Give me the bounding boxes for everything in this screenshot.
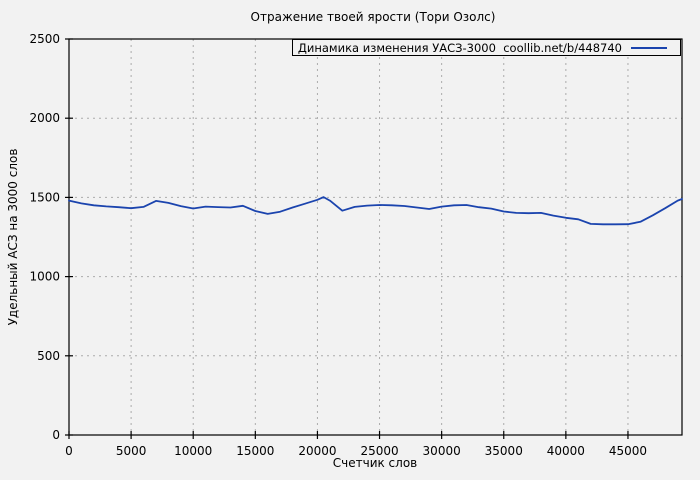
y-axis-label: Удельный АСЗ на 3000 слов (6, 148, 20, 326)
x-axis-label: Счетчик слов (332, 456, 418, 470)
x-tick-label-15000: 15000 (236, 444, 274, 458)
plot-border (68, 38, 683, 436)
y-tick-label-2500: 2500 (29, 32, 60, 46)
legend-line-sample-icon (631, 46, 667, 49)
x-tick-label-35000: 35000 (485, 444, 523, 458)
x-tick-label-40000: 40000 (547, 444, 585, 458)
x-tick-label-0: 0 (65, 444, 73, 458)
x-tick-label-10000: 10000 (174, 444, 212, 458)
x-tick-label-25000: 25000 (360, 444, 398, 458)
series-line-0 (68, 196, 683, 226)
y-tick-label-1500: 1500 (29, 190, 60, 204)
legend-label: Динамика изменения УАСЗ-3000 coollib.net… (297, 40, 622, 55)
x-tick-label-30000: 30000 (423, 444, 461, 458)
y-tick-label-500: 500 (37, 349, 60, 363)
legend-box: Динамика изменения УАСЗ-3000 coollib.net… (292, 39, 681, 56)
y-tick-label-2000: 2000 (29, 111, 60, 125)
chart-title: Отражение твоей ярости (Тори Озолс) (250, 10, 496, 24)
y-tick-label-1000: 1000 (29, 270, 60, 284)
x-tick-label-45000: 45000 (609, 444, 647, 458)
y-tick-label-0: 0 (52, 428, 60, 442)
x-tick-label-5000: 5000 (116, 444, 147, 458)
x-tick-label-20000: 20000 (298, 444, 336, 458)
